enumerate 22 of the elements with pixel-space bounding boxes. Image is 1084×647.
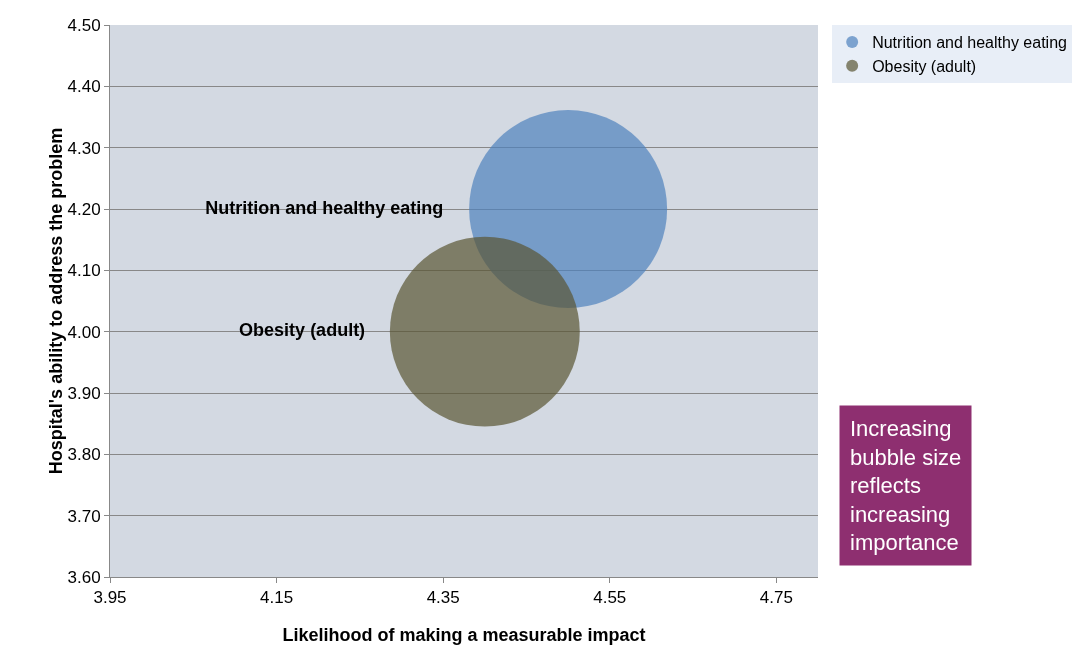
x-tick-label: 4.75 xyxy=(759,588,793,608)
y-tick-label: 4.10 xyxy=(67,261,101,281)
y-tick-label: 4.50 xyxy=(67,15,101,35)
y-tick-label: 3.80 xyxy=(67,445,101,465)
y-tick-label: 3.70 xyxy=(67,506,101,526)
text: Obesity (adult) xyxy=(239,320,366,341)
text: Nutrition and healthy eating xyxy=(205,197,444,218)
legend-label: Nutrition and healthy eating xyxy=(872,34,1067,52)
legend-label: Obesity (adult) xyxy=(872,57,977,75)
text: Increasing bubble size reflects increasing importance xyxy=(850,416,962,556)
y-tick-label: 3.90 xyxy=(67,383,101,403)
x-tick-label: 4.55 xyxy=(593,588,627,608)
y-tick-label: 4.00 xyxy=(67,322,101,342)
x-tick-label: 4.35 xyxy=(426,588,460,608)
x-tick-label: 4.15 xyxy=(260,588,294,608)
y-tick-label: 4.30 xyxy=(67,138,101,158)
x-tick-label: 3.95 xyxy=(93,588,127,608)
x-axis-title: Likelihood of making a measurable impact xyxy=(282,625,646,645)
y-tick-label: 4.20 xyxy=(67,199,101,219)
y-tick-label: 3.60 xyxy=(67,567,101,587)
y-axis-title: Hospital's ability to address the problem xyxy=(45,127,66,475)
y-tick-label: 4.40 xyxy=(67,77,101,97)
